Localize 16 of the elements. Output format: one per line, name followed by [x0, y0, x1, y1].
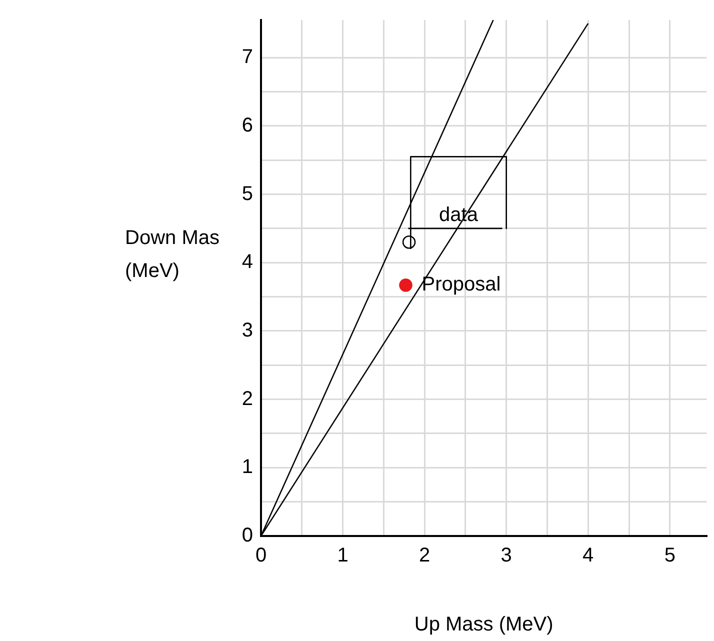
series-label: Proposal [422, 274, 501, 296]
x-tick-label: 1 [337, 544, 348, 567]
x-tick-label: 2 [418, 544, 430, 567]
x-tick-label: 3 [500, 544, 512, 567]
y-tick-label: 6 [242, 114, 253, 136]
y-tick-label: 3 [242, 319, 253, 342]
y-tick-label: 0 [242, 524, 253, 547]
y-axis-title: Down Mas (MeV) [125, 227, 220, 282]
x-tick-label: 4 [582, 544, 594, 567]
y-tick-label: 7 [242, 46, 253, 68]
x-tick-label: 5 [664, 544, 676, 567]
y-tick-label: 1 [242, 456, 253, 478]
y-tick-label: 4 [242, 251, 253, 274]
x-axis-title: Up Mass (MeV) [414, 614, 554, 636]
y-tick-label: 5 [242, 182, 253, 205]
y-tick-label: 2 [242, 388, 253, 410]
